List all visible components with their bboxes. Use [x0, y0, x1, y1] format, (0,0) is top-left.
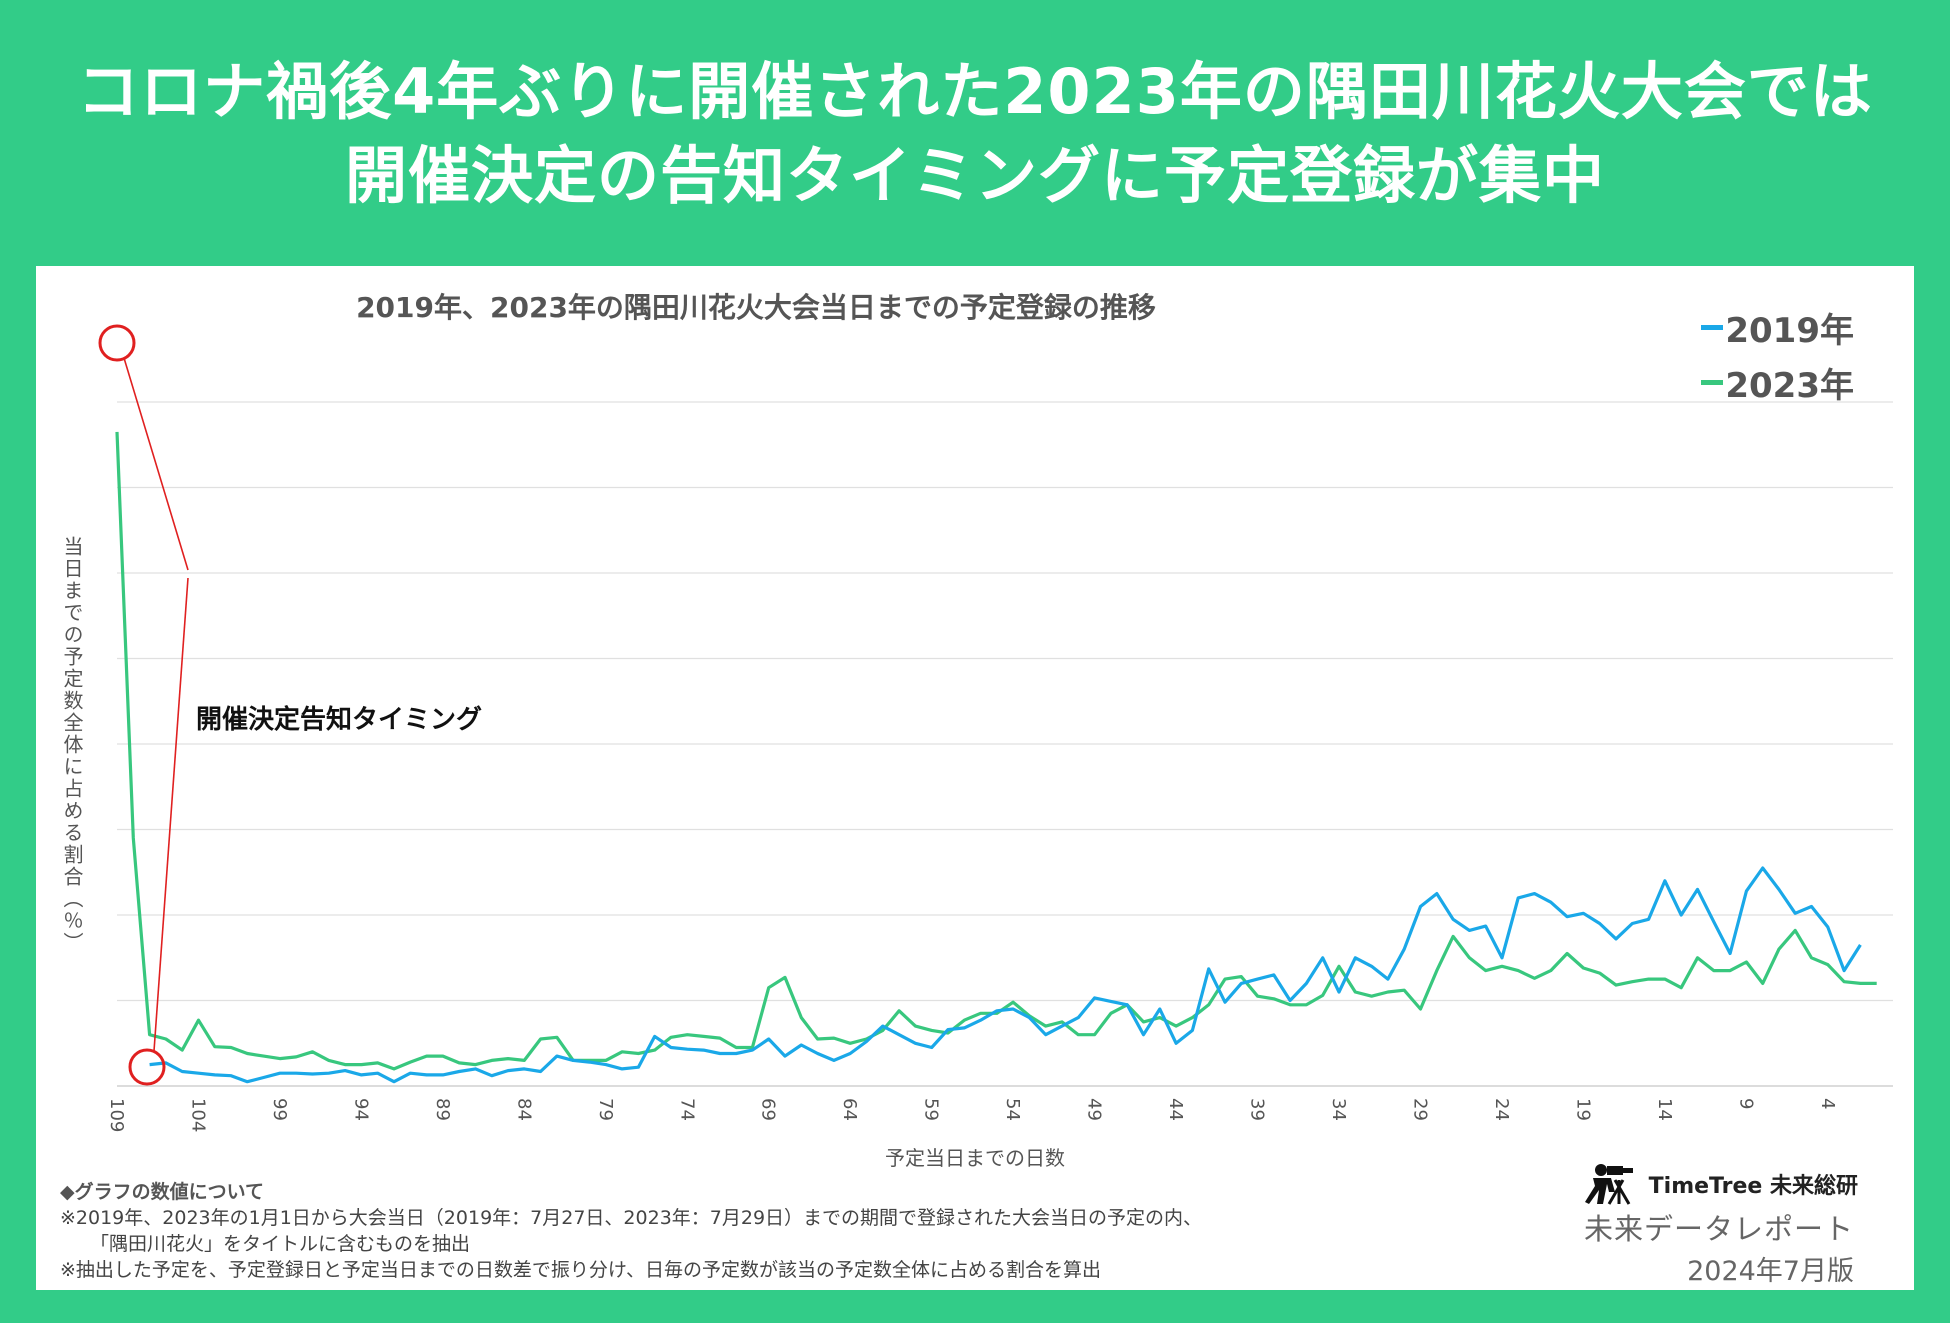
series-lines — [115, 431, 1877, 1084]
x-tick-label: 84 — [513, 1098, 534, 1121]
x-tick-label: 4 — [1817, 1098, 1838, 1109]
x-tick-label: 29 — [1409, 1098, 1430, 1121]
x-tick-label: 14 — [1654, 1098, 1675, 1121]
notes-line-2: 「隅田川花火」をタイトルに含むものを抽出 — [90, 1233, 471, 1255]
x-tick-label: 34 — [1328, 1098, 1349, 1121]
x-tick-label: 19 — [1572, 1098, 1593, 1121]
brand-logo: TimeTree 未来総研 — [1584, 1162, 1858, 1206]
headline-line-2: 開催決定の告知タイミングに予定登録が集中 — [344, 139, 1605, 212]
plot-area: 109 104 99 94 89 84 79 74 69 64 59 54 49 44 39 34 29 24 19… — [98, 324, 1893, 1132]
headline: コロナ禍後4年ぶりに開催された2023年の隅田川花火大会では 開催決定の告知タイ… — [0, 50, 1950, 218]
series-line-2019 — [149, 866, 1862, 1084]
notes-heading: ◆グラフの数値について — [60, 1181, 265, 1203]
legend-label-2019: 2019年 — [1725, 311, 1854, 351]
x-tick-label: 49 — [1084, 1098, 1105, 1121]
x-tick-label: 54 — [1002, 1098, 1023, 1121]
headline-line-1: コロナ禍後4年ぶりに開催された2023年の隅田川花火大会では — [77, 55, 1873, 128]
x-tick-label: 94 — [350, 1098, 371, 1121]
annotation-circle-bottom — [128, 1048, 166, 1086]
notes-line-1: ※2019年、2023年の1月1日から大会当日（2019年：7月27日、2023… — [60, 1207, 1203, 1229]
brand-name: TimeTree 未来総研 — [1648, 1174, 1858, 1199]
annotation-group: 開催決定告知タイミング — [98, 324, 482, 1086]
x-tick-label: 24 — [1491, 1098, 1512, 1121]
x-tick-label: 74 — [676, 1098, 697, 1121]
y-axis-label: 当日までの予定数全体に占める割合（％） — [60, 536, 84, 954]
report-name: 未来データレポート — [1583, 1212, 1854, 1246]
x-tick-labels: 109 104 99 94 89 84 79 74 69 64 59 54 49 44 39 34 29 24 19… — [106, 1098, 1838, 1132]
legend-item-2019: 2019年 — [1701, 300, 1854, 355]
annotation-circle-top — [98, 324, 136, 362]
x-tick-label: 64 — [839, 1098, 860, 1121]
x-tick-label: 39 — [1247, 1098, 1268, 1121]
annotation-label: 開催決定告知タイミング — [196, 704, 482, 735]
notes-line-3: ※抽出した予定を、予定登録日と予定当日までの日数差で振り分け、日毎の予定数が該当… — [60, 1259, 1101, 1281]
annotation-connector-bottom — [153, 577, 189, 1052]
x-tick-label: 79 — [595, 1098, 616, 1121]
x-tick-label: 59 — [921, 1098, 942, 1121]
legend-swatch-2019 — [1701, 325, 1724, 330]
annotation-connector-top — [123, 357, 189, 571]
photographer-icon — [1584, 1164, 1633, 1205]
x-tick-label: 104 — [187, 1098, 208, 1132]
series-line-2023 — [115, 431, 1877, 1071]
legend-label-2023: 2023年 — [1725, 366, 1854, 406]
x-tick-label: 89 — [432, 1098, 453, 1121]
x-tick-label: 9 — [1735, 1098, 1756, 1109]
legend-swatch-2023 — [1701, 380, 1724, 385]
x-tick-label: 69 — [758, 1098, 779, 1121]
x-tick-label: 109 — [106, 1098, 127, 1132]
gridlines — [117, 401, 1893, 1087]
legend: 2019年 2023年 — [1701, 300, 1854, 410]
x-axis-label: 予定当日までの日数 — [885, 1146, 1065, 1170]
chart-title: 2019年、2023年の隅田川花火大会当日までの予定登録の推移 — [356, 291, 1156, 324]
legend-item-2023: 2023年 — [1701, 355, 1854, 410]
notes: ◆グラフの数値について ※2019年、2023年の1月1日から大会当日（2019… — [60, 1179, 1202, 1283]
x-tick-label: 44 — [1165, 1098, 1186, 1121]
report-date: 2024年7月版 — [1687, 1256, 1854, 1287]
chart-panel: 2019年、2023年の隅田川花火大会当日までの予定登録の推移 2019年 20… — [36, 266, 1914, 1290]
x-tick-label: 99 — [269, 1098, 290, 1121]
